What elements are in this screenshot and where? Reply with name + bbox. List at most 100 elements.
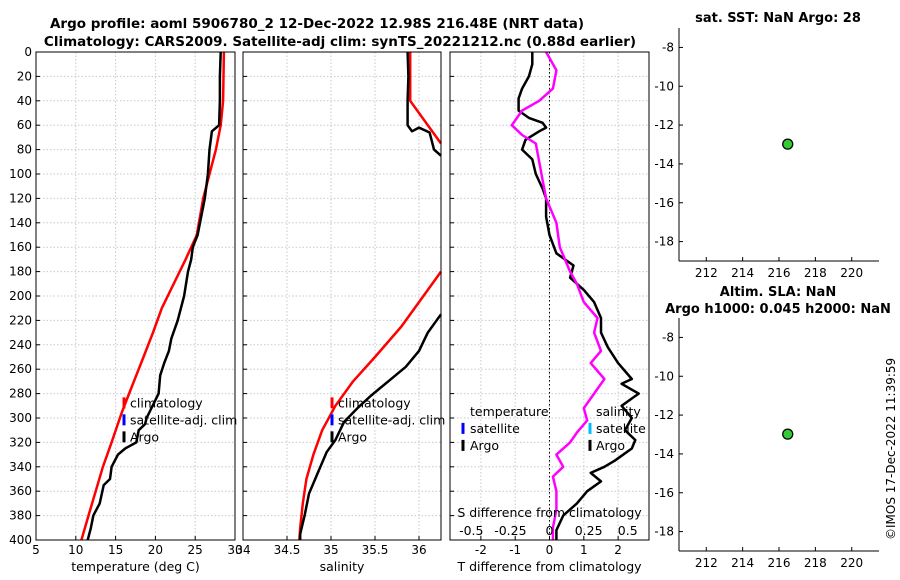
x-tick-label: 36 [411,543,426,557]
x-tick-label: 220 [840,266,863,280]
y-tick-label: 100 [9,167,32,181]
y-tick-label: 200 [9,289,32,303]
x-tick-label: 218 [804,266,827,280]
s-tick-label: -0.5 [459,523,483,538]
difference-axes: -2 -1 0 1 2 T difference from climatology S di… [449,51,650,574]
legend-label: Argo [470,438,499,453]
figure-title-line2: Climatology: CARS2009. Satellite-adj cli… [44,34,636,50]
series-line-s-difference [510,51,606,540]
footer-stamp: ©IMOS 17-Dec-2022 11:39:59 [884,358,898,540]
sla-title-line2: Argo h1000: 0.045 h2000: NaN [665,302,891,317]
y-tick-label: 360 [9,484,32,498]
y-tick-label: 80 [17,143,32,157]
y-tick-label: 0 [24,45,32,59]
x-tick-label: 212 [695,266,718,280]
x-tick-label: 216 [768,266,791,280]
legend-label: salinity [596,404,641,419]
x-tick-label: 1 [580,543,588,557]
x-tick-label: 5 [32,543,40,557]
legend-label: Argo [130,429,159,444]
series-line-t-difference [517,52,640,540]
x-tick-label: 214 [731,556,754,570]
series-line-climatology [408,52,443,145]
x-tick-label: 25 [188,543,203,557]
x-tick-label: 0 [546,543,554,557]
y-tick-label: 120 [9,191,32,205]
legend-label: satellite [596,421,646,436]
y-tick-label: -18 [654,235,674,249]
series-line-argo_deep [298,313,443,540]
figure-title-line1: Argo profile: aoml 5906780_2 12-Dec-2022… [50,16,584,32]
x-tick-label: 35.5 [362,543,389,557]
y-tick-label: 380 [9,509,32,523]
series-line-climatology_deep [298,270,443,541]
sla-title-line1: Altim. SLA: NaN [720,285,836,300]
y-tick-label: 220 [9,313,32,327]
x-axis-label: salinity [320,559,365,574]
x-axis-label: temperature (deg C) [71,559,200,574]
y-tick-label: 260 [9,362,32,376]
x-tick-label: 218 [804,556,827,570]
s-tick-label: 0.25 [575,523,603,538]
y-tick-label: 180 [9,265,32,279]
x-tick-label: 212 [695,556,718,570]
y-tick-label: 320 [9,435,32,449]
x-tick-label: -1 [509,543,521,557]
s-axis-label: S difference from climatology [457,505,642,520]
profile-location-marker [782,428,794,440]
s-tick-label: 0 [546,523,554,538]
sla-map-axes: 212 214 216 218 220 -8 -10 -12 -14 -16 -18 Altim. S… [654,285,890,570]
y-tick-label: -10 [654,369,674,383]
profile-location-marker [782,138,794,150]
legend-label: satellite-adj. clim [338,412,445,427]
legend-label: satellite-adj. clim [130,412,237,427]
x-tick-label: 220 [840,556,863,570]
y-tick-label: -12 [654,118,674,132]
legend-label: climatology [338,395,411,410]
x-tick-label: -2 [475,543,487,557]
y-tick-label: 340 [9,460,32,474]
y-tick-label: -16 [654,486,674,500]
y-tick-label: 280 [9,387,32,401]
x-axis-label: T difference from climatology [456,559,642,574]
x-tick-label: 30 [227,543,242,557]
x-tick-label: 2 [614,543,622,557]
series-line-argo [86,51,222,541]
y-tick-label: 160 [9,240,32,254]
y-tick-label: -8 [662,330,674,344]
y-tick-label: 20 [17,69,32,83]
y-tick-label: -16 [654,196,674,210]
s-tick-label: 0.5 [618,523,638,538]
legend-label: satellite [470,421,520,436]
y-tick-label: 240 [9,338,32,352]
y-tick-label: 140 [9,216,32,230]
x-tick-label: 214 [731,266,754,280]
x-tick-label: 10 [68,543,83,557]
y-tick-label: 40 [17,94,32,108]
legend-label: Argo [338,429,367,444]
legend-label: temperature [470,404,549,419]
series-line-argo [406,51,442,157]
legend-label: Argo [596,438,625,453]
y-tick-label: 400 [9,533,32,547]
x-tick-label: 15 [108,543,123,557]
y-tick-label: -10 [654,79,674,93]
y-tick-label: 300 [9,411,32,425]
y-tick-label: 60 [17,118,32,132]
y-tick-label: -12 [654,408,674,422]
temperature-axes: 5 10 15 20 25 3002040608010012014016018020022… [9,45,243,574]
salinity-axes: 34 34.5 35 35.5 36 salinity climatology satelli… [235,51,445,574]
series-line-climatology [80,51,226,541]
s-tick-label: -0.25 [494,523,526,538]
legend-label: climatology [130,395,203,410]
x-tick-label: 34 [235,543,250,557]
sst-map-axes: 212 214 216 218 220 -8 -10 -12 -14 -16 -18 sat. SST… [654,11,879,280]
y-tick-label: -14 [654,447,674,461]
y-tick-label: -14 [654,157,674,171]
y-tick-label: -18 [654,525,674,539]
y-tick-label: -8 [662,40,674,54]
x-tick-label: 20 [148,543,163,557]
x-tick-label: 35 [323,543,338,557]
x-tick-label: 216 [768,556,791,570]
